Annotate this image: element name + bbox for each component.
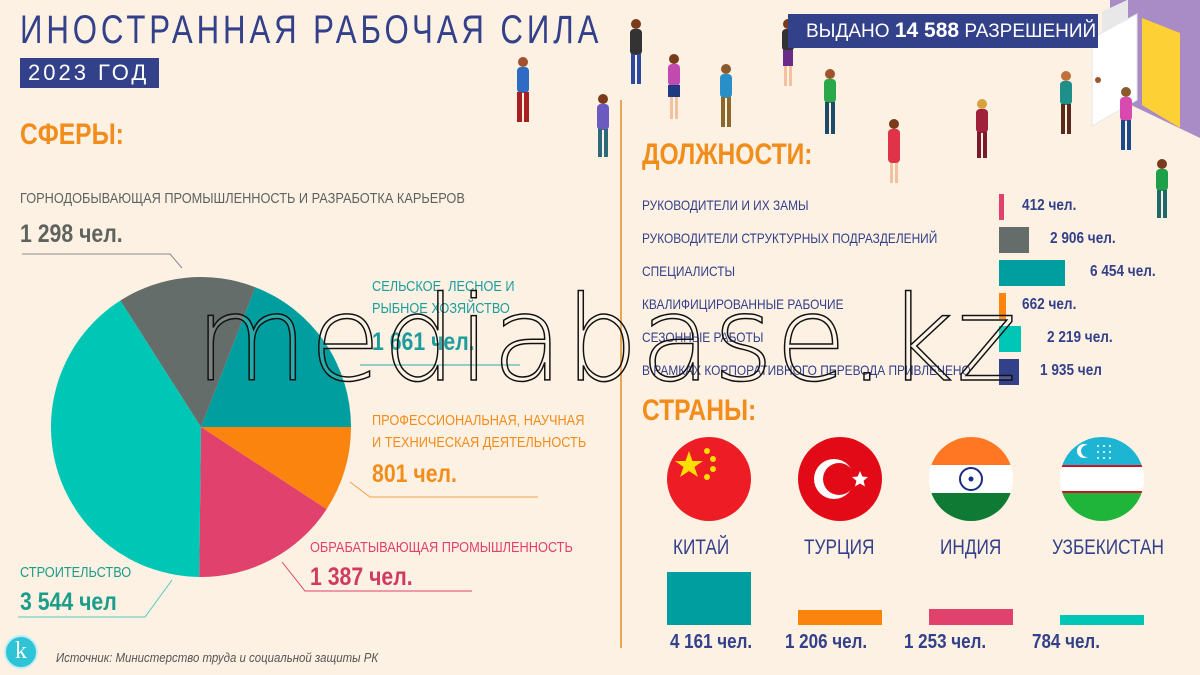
sphere-manufacturing-value: 1 387 чел.: [310, 563, 413, 591]
position-row: КВАЛИФИЦИРОВАННЫЕ РАБОЧИЕ 662 чел.: [642, 293, 1182, 319]
door-scene-illustration: [1091, 0, 1200, 138]
sphere-construction-value: 3 544 чел: [20, 588, 117, 616]
position-bar: [999, 326, 1021, 352]
position-bar: [999, 359, 1019, 385]
position-value: 1 935 чел: [1040, 362, 1102, 379]
permits-number: 14 588: [894, 19, 960, 42]
position-value: 662 чел.: [1022, 296, 1077, 313]
kursiv-logo-icon: k: [4, 635, 38, 669]
pie-slice-agriculture: [201, 287, 351, 427]
sphere-agri-label: СЕЛЬСКОЕ, ЛЕСНОЕ И РЫБНОЕ ХОЗЯЙСТВО: [372, 278, 515, 317]
position-value: 2 219 чел.: [1047, 329, 1113, 346]
position-bar: [999, 194, 1004, 220]
turkey-flag-icon: [798, 437, 882, 521]
country-name-turkey: ТУРЦИЯ: [804, 536, 875, 559]
position-row: СЕЗОННЫЕ РАБОТЫ 2 219 чел.: [642, 326, 1182, 352]
country-name-china: КИТАЙ: [673, 536, 730, 559]
permits-suffix: РАЗРЕШЕНИЙ: [964, 21, 1097, 42]
country-value-china: 4 161 чел.: [670, 631, 753, 653]
sphere-construction-label: СТРОИТЕЛЬСТВО: [20, 564, 132, 581]
position-label: РУКОВОДИТЕЛИ СТРУКТУРНЫХ ПОДРАЗДЕЛЕНИЙ: [642, 230, 938, 246]
position-label: КВАЛИФИЦИРОВАННЫЕ РАБОЧИЕ: [642, 296, 844, 312]
position-bar: [999, 260, 1065, 286]
sphere-mining-label: ГОРНОДОБЫВАЮЩАЯ ПРОМЫШЛЕННОСТЬ И РАЗРАБО…: [20, 190, 465, 207]
spheres-heading: СФЕРЫ:: [20, 118, 124, 151]
country-bar-turkey: [798, 610, 882, 625]
sphere-agri-value: 1 661 чел.: [372, 328, 475, 356]
position-value: 412 чел.: [1022, 197, 1077, 214]
sphere-prof-label: ПРОФЕССИОНАЛЬНАЯ, НАУЧНАЯ И ТЕХНИЧЕСКАЯ …: [372, 412, 587, 451]
position-value: 2 906 чел.: [1050, 230, 1116, 247]
people-illustration: [517, 19, 1168, 218]
countries-heading: СТРАНЫ:: [642, 394, 757, 427]
sphere-manufacturing-label: ОБРАБАТЫВАЮЩАЯ ПРОМЫШЛЕННОСТЬ: [310, 539, 573, 556]
country-bar-china: [667, 572, 751, 625]
country-value-uzbekistan: 784 чел.: [1032, 631, 1100, 653]
page-title: ИНОСТРАННАЯ РАБОЧАЯ СИЛА: [20, 8, 603, 52]
country-name-india: ИНДИЯ: [940, 536, 1002, 559]
china-flag-icon: [667, 437, 751, 521]
sphere-prof-value: 801 чел.: [372, 460, 457, 488]
pie-slice-manufacturing: [199, 427, 327, 578]
permits-banner: ВЫДАНО 14 588 РАЗРЕШЕНИЙ: [788, 14, 1098, 48]
sphere-mining-value: 1 298 чел.: [20, 220, 123, 248]
year-badge: 2023 ГОД: [20, 58, 160, 88]
position-bar: [999, 293, 1006, 319]
position-value: 6 454 чел.: [1090, 263, 1156, 280]
country-name-uzbekistan: УЗБЕКИСТАН: [1052, 536, 1164, 559]
positions-heading: ДОЛЖНОСТИ:: [642, 138, 813, 171]
position-label: В РАМКАХ КОРПОРАТИВНОГО ПЕРЕВОДА ПРИВЛЕЧ…: [642, 362, 971, 378]
position-bar: [999, 227, 1029, 253]
country-bar-uzbekistan: [1060, 615, 1144, 625]
position-label: РУКОВОДИТЕЛИ И ИХ ЗАМЫ: [642, 197, 809, 213]
pie-slice-construction: [50, 300, 202, 577]
pie-slice-professional: [201, 427, 352, 510]
india-flag-icon: [929, 437, 1013, 521]
source-note: Источник: Министерство труда и социально…: [56, 650, 379, 665]
spheres-pie-chart: [18, 253, 538, 618]
country-value-turkey: 1 206 чел.: [785, 631, 868, 653]
position-row: РУКОВОДИТЕЛИ СТРУКТУРНЫХ ПОДРАЗДЕЛЕНИЙ 2…: [642, 227, 1182, 253]
country-value-india: 1 253 чел.: [904, 631, 987, 653]
uzbekistan-flag-icon: [1060, 437, 1144, 521]
vertical-divider: [620, 100, 622, 648]
position-label: СЕЗОННЫЕ РАБОТЫ: [642, 329, 764, 345]
country-bar-india: [929, 609, 1013, 625]
pie-slice-mining: [120, 277, 256, 427]
position-row: СПЕЦИАЛИСТЫ 6 454 чел.: [642, 260, 1182, 286]
position-row: В РАМКАХ КОРПОРАТИВНОГО ПЕРЕВОДА ПРИВЛЕЧ…: [642, 359, 1182, 385]
position-label: СПЕЦИАЛИСТЫ: [642, 263, 736, 279]
permits-prefix: ВЫДАНО: [806, 21, 890, 42]
position-row: РУКОВОДИТЕЛИ И ИХ ЗАМЫ 412 чел.: [642, 194, 1182, 220]
